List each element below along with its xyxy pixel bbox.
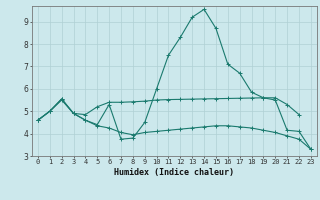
X-axis label: Humidex (Indice chaleur): Humidex (Indice chaleur) <box>115 168 234 177</box>
